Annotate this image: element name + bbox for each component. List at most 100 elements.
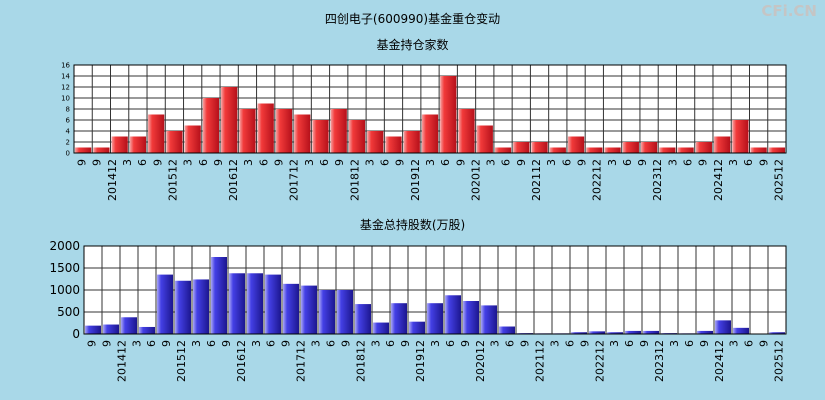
bottom-x-tick-label: 6 [205, 340, 218, 347]
bottom-bar [85, 325, 101, 334]
bottom-x-tick-label: 3 [668, 340, 681, 347]
top-bar [513, 142, 530, 153]
bottom-x-tick-label: 3 [190, 340, 203, 347]
bottom-x-tick-label: 9 [160, 340, 173, 347]
bottom-x-tick-label: 3 [250, 340, 263, 347]
bottom-x-tick-label: 201912 [414, 340, 427, 382]
top-x-tick-label: 6 [318, 159, 331, 166]
top-x-tick-label: 9 [76, 159, 89, 166]
top-x-tick-label: 201912 [409, 159, 422, 201]
bottom-x-tick-label: 6 [384, 340, 397, 347]
top-y-tick-label: 16 [61, 61, 70, 69]
bottom-bar [193, 279, 209, 334]
bottom-x-tick-label: 202112 [534, 340, 547, 382]
top-chart-title: 基金持仓家数 [376, 38, 449, 52]
bottom-bar [391, 303, 407, 334]
bottom-x-tick-label: 201512 [175, 340, 188, 382]
top-bar [129, 136, 147, 153]
bottom-x-tick-label: 6 [324, 340, 337, 347]
bottom-bar [463, 301, 479, 334]
top-x-tick-label: 201712 [288, 159, 301, 201]
top-x-tick-label: 201512 [166, 159, 179, 201]
bottom-bar [607, 332, 623, 334]
bottom-x-tick-label: 9 [638, 340, 651, 347]
top-bar [476, 125, 493, 153]
top-x-tick-label: 6 [136, 159, 149, 166]
top-bar [440, 76, 457, 153]
top-bar [604, 147, 621, 153]
bottom-y-tick-label: 500 [57, 305, 80, 319]
top-bar [385, 136, 402, 153]
bottom-bar [571, 332, 587, 334]
top-x-tick-label: 9 [212, 159, 225, 166]
bottom-y-tick-label: 2000 [49, 239, 80, 253]
bottom-x-tick-label: 202312 [653, 340, 666, 382]
top-x-tick-label: 3 [666, 159, 679, 166]
top-x-tick-label: 201612 [227, 159, 240, 201]
bottom-bar [337, 290, 353, 334]
top-y-tick-label: 8 [66, 105, 70, 113]
bottom-bar [643, 330, 659, 334]
bottom-x-tick-label: 201612 [235, 340, 248, 382]
top-x-tick-label: 6 [682, 159, 695, 166]
bottom-x-tick-label: 6 [623, 340, 636, 347]
bottom-bar [373, 322, 389, 334]
bottom-x-tick-label: 9 [339, 340, 352, 347]
top-x-tick-label: 9 [151, 159, 164, 166]
bottom-x-tick-label: 202512 [773, 340, 786, 382]
bottom-x-tick-label: 9 [85, 340, 98, 347]
top-bar [622, 142, 639, 153]
bottom-bar [715, 320, 731, 334]
bottom-bar [265, 274, 281, 334]
top-bar [659, 147, 676, 153]
bottom-x-tick-label: 3 [369, 340, 382, 347]
top-x-tick-label: 9 [515, 159, 528, 166]
top-x-tick-label: 6 [500, 159, 513, 166]
top-bar [640, 142, 658, 153]
top-bar [695, 142, 712, 153]
bottom-x-tick-label: 6 [145, 340, 158, 347]
top-x-tick-label: 3 [182, 159, 195, 166]
top-bar [768, 147, 785, 153]
top-x-tick-label: 3 [545, 159, 558, 166]
top-x-tick-label: 202112 [530, 159, 543, 201]
top-bar [202, 98, 220, 153]
bottom-y-tick-label: 0 [72, 327, 80, 341]
top-x-tick-label: 202212 [591, 159, 604, 201]
top-bar [275, 109, 293, 153]
top-x-tick-label: 6 [257, 159, 270, 166]
top-bar [367, 131, 384, 153]
top-x-tick-label: 3 [363, 159, 376, 166]
watermark: CFi.CN [761, 2, 817, 20]
top-y-tick-label: 2 [66, 138, 70, 146]
bottom-x-tick-label: 6 [743, 340, 756, 347]
bottom-x-tick-label: 9 [280, 340, 293, 347]
bottom-x-tick-label: 201412 [115, 340, 128, 382]
top-x-tick-label: 6 [560, 159, 573, 166]
bottom-x-tick-label: 202412 [713, 340, 726, 382]
top-x-tick-label: 9 [575, 159, 588, 166]
top-bar [403, 131, 420, 153]
bottom-bar [481, 305, 497, 334]
top-bar [531, 142, 548, 153]
bottom-bar [355, 304, 371, 334]
top-x-tick-label: 9 [91, 159, 104, 166]
top-x-tick-label: 6 [439, 159, 452, 166]
top-bar [330, 109, 347, 153]
top-bar [93, 147, 110, 153]
bottom-bar [139, 326, 155, 334]
top-x-tick-label: 3 [606, 159, 619, 166]
bottom-bar [445, 295, 461, 334]
top-bar [567, 136, 585, 153]
top-bar [586, 147, 603, 153]
top-bar [348, 120, 366, 153]
top-bar [239, 109, 256, 153]
top-bar [421, 114, 439, 153]
top-bar [184, 125, 201, 153]
bottom-x-tick-label: 9 [519, 340, 532, 347]
top-bar [677, 147, 694, 153]
bottom-bar [499, 326, 515, 334]
top-bar [312, 120, 329, 153]
top-x-tick-label: 201812 [348, 159, 361, 201]
